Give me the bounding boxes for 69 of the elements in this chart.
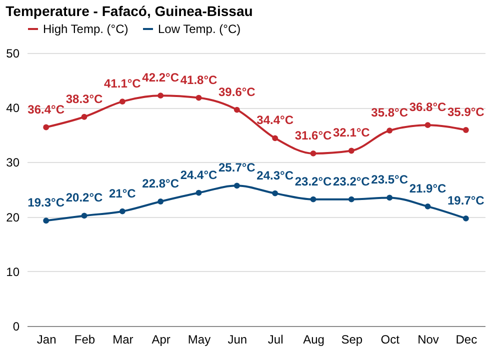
data-label: 39.6°C	[218, 84, 256, 99]
point	[81, 114, 88, 120]
chart-title: Temperature - Fafacó, Guinea-Bissau	[6, 3, 253, 19]
y-tick-label: 20	[6, 210, 20, 224]
data-label: 19.3°C	[28, 196, 65, 210]
data-label: 20.2°C	[66, 190, 103, 205]
point	[43, 218, 50, 224]
point	[348, 148, 354, 154]
point	[43, 124, 50, 130]
data-label: 21°C	[109, 186, 136, 200]
point	[272, 190, 278, 196]
x-tick-label: May	[188, 332, 211, 346]
point	[196, 94, 202, 101]
data-label: 23.5°C	[371, 172, 408, 187]
y-tick-label: 0	[12, 320, 20, 334]
legend-label: Low Temp. (°C)	[158, 22, 241, 36]
x-tick-label: Apr	[152, 332, 170, 346]
x-tick-label: Sep	[341, 332, 363, 346]
point	[462, 127, 469, 133]
data-label: 41.1°C	[104, 76, 142, 91]
point	[158, 92, 164, 99]
point	[272, 135, 278, 142]
point	[310, 196, 316, 202]
point	[196, 190, 202, 196]
data-label: 35.9°C	[448, 104, 485, 119]
data-label: 19.7°C	[448, 193, 485, 208]
y-tick-label: 30	[6, 156, 20, 170]
data-label: 25.7°C	[218, 160, 256, 175]
x-tick-label: Dec	[456, 332, 478, 346]
data-label: 23.2°C	[294, 174, 332, 188]
data-label: 21.9°C	[409, 181, 446, 196]
x-tick-label: Mar	[112, 332, 134, 346]
point	[424, 203, 431, 210]
y-tick-label: 40	[6, 101, 20, 116]
legend-label: High Temp. (°C)	[43, 22, 128, 36]
data-label: 36.8°C	[409, 100, 446, 114]
point	[348, 196, 354, 202]
y-tick-label: 10	[6, 264, 20, 279]
point	[158, 198, 164, 204]
point	[424, 122, 431, 128]
x-tick-label: Feb	[74, 332, 96, 346]
data-label: 23.2°C	[333, 174, 370, 188]
x-tick-label: Oct	[380, 332, 400, 346]
x-tick-label: Nov	[418, 332, 439, 346]
data-label: 24.3°C	[256, 168, 294, 182]
data-label: 34.4°C	[256, 113, 294, 128]
point	[119, 98, 126, 105]
x-tick-label: Aug	[303, 332, 324, 346]
point	[234, 106, 240, 113]
x-tick-label: Jun	[228, 332, 248, 346]
x-tick-label: Jan	[36, 332, 56, 346]
point	[310, 150, 316, 156]
point	[386, 128, 393, 134]
data-label: 42.2°C	[142, 70, 180, 85]
data-label: 38.3°C	[66, 92, 103, 106]
point	[81, 212, 88, 219]
data-label: 41.8°C	[180, 72, 218, 87]
y-tick-label: 50	[6, 46, 20, 60]
point	[386, 194, 393, 201]
data-label: 36.4°C	[28, 102, 65, 116]
data-label: 22.8°C	[142, 176, 180, 191]
point	[234, 182, 240, 189]
data-label: 35.8°C	[371, 106, 408, 120]
data-label: 31.6°C	[294, 128, 332, 142]
x-tick-label: Jul	[268, 332, 284, 346]
point	[462, 215, 469, 222]
data-label: 32.1°C	[333, 126, 370, 140]
data-label: 24.4°C	[180, 168, 218, 182]
point	[119, 208, 126, 214]
